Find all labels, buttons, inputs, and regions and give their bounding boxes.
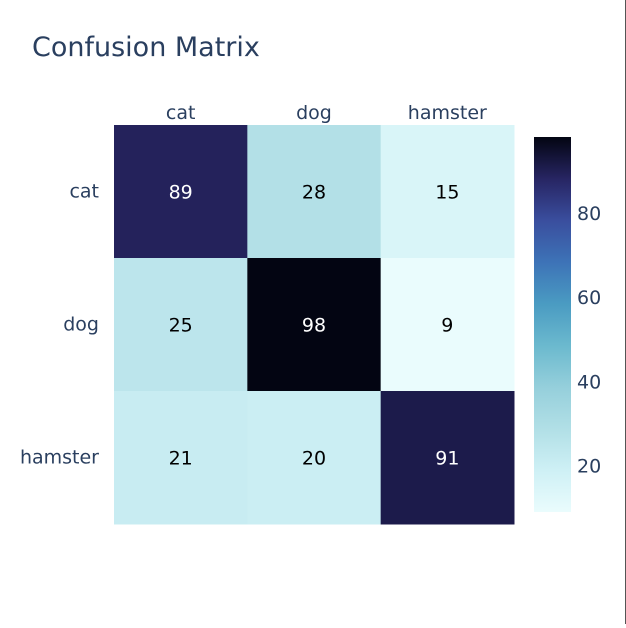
cell-value-label: 91 [435, 448, 459, 470]
heatmap-cells: 89 28 15 25 98 9 21 20 91 [114, 125, 515, 525]
chart-title: Confusion Matrix [32, 32, 260, 63]
colorbar-tick-label-40: 40 [577, 371, 601, 393]
cell-value-label: 28 [302, 182, 326, 204]
heatmap-cell-dog-hamster [380, 258, 515, 392]
heatmap-cell-hamster-dog [247, 391, 382, 525]
x-tick-label-cat: cat [166, 102, 196, 124]
colorbar-tick-label-80: 80 [577, 203, 601, 225]
cell-value-label: 21 [169, 448, 193, 470]
heatmap-cell-hamster-hamster [380, 391, 515, 525]
heatmap-cell-cat-hamster [380, 125, 515, 259]
x-axis-tick-labels: cat dog hamster [166, 102, 487, 124]
heatmap-cell-cat-cat [114, 125, 248, 259]
cell-value-label: 25 [169, 315, 193, 337]
heatmap-cell-hamster-cat [114, 391, 248, 525]
colorbar-tick-label-60: 60 [577, 287, 601, 309]
x-tick-label-dog: dog [296, 102, 332, 124]
cell-value-label: 9 [441, 315, 453, 337]
heatmap-cell-cat-dog [247, 125, 382, 259]
colorbar-tick-label-20: 20 [577, 456, 601, 478]
cell-value-label: 20 [302, 448, 326, 470]
cell-value-label: 89 [169, 182, 193, 204]
heatmap-cell-dog-dog [247, 258, 382, 392]
y-tick-label-hamster: hamster [20, 447, 99, 469]
cell-value-label: 15 [435, 182, 459, 204]
colorbar-gradient [534, 137, 571, 512]
y-tick-label-dog: dog [63, 314, 99, 336]
colorbar: 20 40 60 80 [534, 137, 601, 512]
x-tick-label-hamster: hamster [408, 102, 487, 124]
y-tick-label-cat: cat [69, 181, 99, 203]
cell-value-label: 98 [302, 315, 326, 337]
y-axis-tick-labels: cat dog hamster [20, 181, 99, 469]
heatmap-cell-dog-cat [114, 258, 248, 392]
